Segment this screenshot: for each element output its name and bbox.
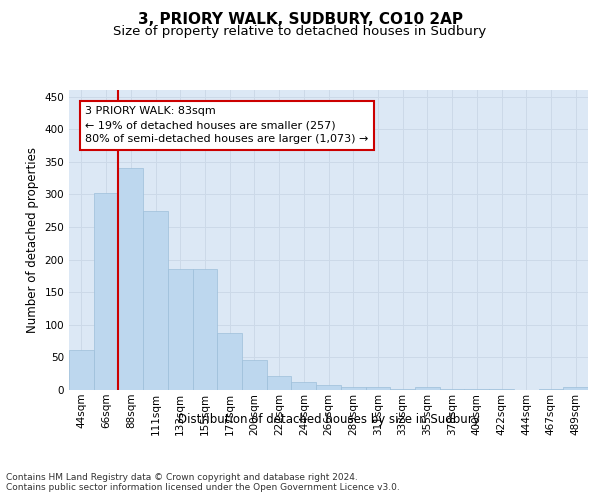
Bar: [168, 270, 193, 390]
Bar: [415, 386, 440, 390]
Text: 3 PRIORY WALK: 83sqm
← 19% of detached houses are smaller (257)
80% of semi-deta: 3 PRIORY WALK: 83sqm ← 19% of detached h…: [85, 106, 368, 144]
Bar: [143, 210, 168, 390]
Bar: [365, 388, 390, 390]
Bar: [69, 350, 94, 390]
Bar: [242, 360, 267, 390]
Bar: [94, 193, 118, 390]
Bar: [390, 388, 415, 390]
Text: 3, PRIORY WALK, SUDBURY, CO10 2AP: 3, PRIORY WALK, SUDBURY, CO10 2AP: [137, 12, 463, 28]
Bar: [193, 270, 217, 390]
Text: Size of property relative to detached houses in Sudbury: Size of property relative to detached ho…: [113, 25, 487, 38]
Bar: [316, 385, 341, 390]
Bar: [341, 386, 365, 390]
Bar: [440, 388, 464, 390]
Y-axis label: Number of detached properties: Number of detached properties: [26, 147, 39, 333]
Bar: [118, 168, 143, 390]
Bar: [563, 388, 588, 390]
Text: Distribution of detached houses by size in Sudbury: Distribution of detached houses by size …: [178, 412, 479, 426]
Bar: [267, 376, 292, 390]
Bar: [217, 332, 242, 390]
Bar: [292, 382, 316, 390]
Text: Contains HM Land Registry data © Crown copyright and database right 2024.
Contai: Contains HM Land Registry data © Crown c…: [6, 472, 400, 492]
